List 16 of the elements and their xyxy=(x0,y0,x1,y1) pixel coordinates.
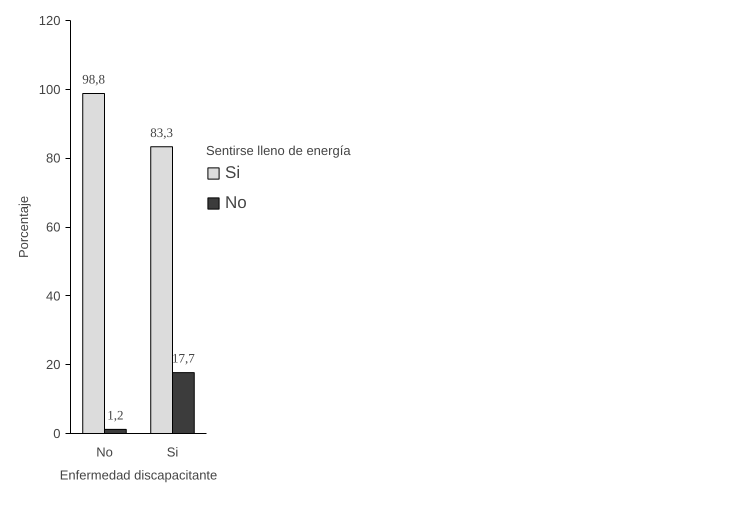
x-axis-title: Enfermedad discapacitante xyxy=(60,468,218,482)
y-tick-label: 60 xyxy=(46,220,61,234)
y-tick-label: 20 xyxy=(46,357,61,372)
legend-title: Sentirse lleno de energía xyxy=(206,143,351,158)
y-axis-title: Porcentaje xyxy=(16,196,31,258)
data-label: 98,8 xyxy=(82,71,105,86)
data-label: 17,7 xyxy=(172,350,196,366)
y-tick-label: 100 xyxy=(38,82,61,97)
y-tick-label: 120 xyxy=(38,13,61,28)
data-label: 1,2 xyxy=(107,407,124,422)
data-label: 83,3 xyxy=(150,124,173,140)
y-tick-label: 0 xyxy=(53,426,61,441)
legend-label: No xyxy=(225,193,247,213)
y-tick-label: 80 xyxy=(46,150,61,166)
legend-label: Si xyxy=(225,163,242,183)
y-tick-label: 40 xyxy=(46,288,61,304)
